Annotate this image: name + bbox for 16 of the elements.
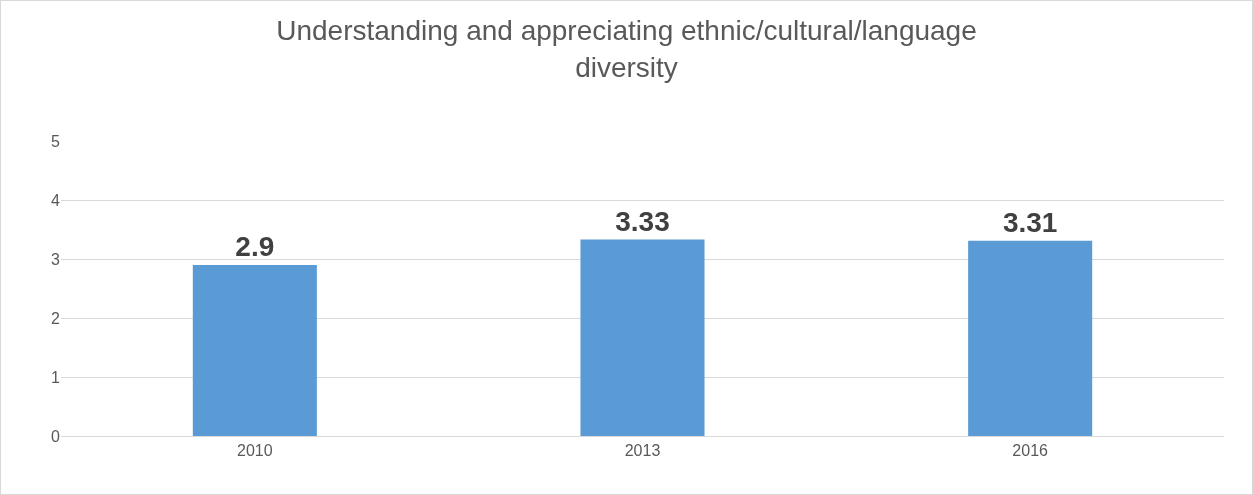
y-tick-label: 4 [51,191,61,209]
x-tick-label: 2010 [237,442,273,460]
bar [192,264,317,436]
y-tick-label: 5 [51,132,61,150]
data-label: 3.31 [1002,206,1058,238]
bar [580,239,705,436]
y-tick-label: 1 [51,368,61,386]
x-tick-label: 2016 [1012,442,1049,460]
data-label: 2.9 [235,230,275,262]
x-tick-label: 2013 [624,442,661,460]
y-tick-label: 3 [51,250,61,268]
y-tick-label: 2 [51,309,61,327]
data-label: 3.33 [615,205,670,237]
bar [968,240,1093,436]
y-tick-label: 0 [51,427,61,445]
chart-title: Understanding and appreciating ethnic/cultural/language diversity [276,15,977,83]
